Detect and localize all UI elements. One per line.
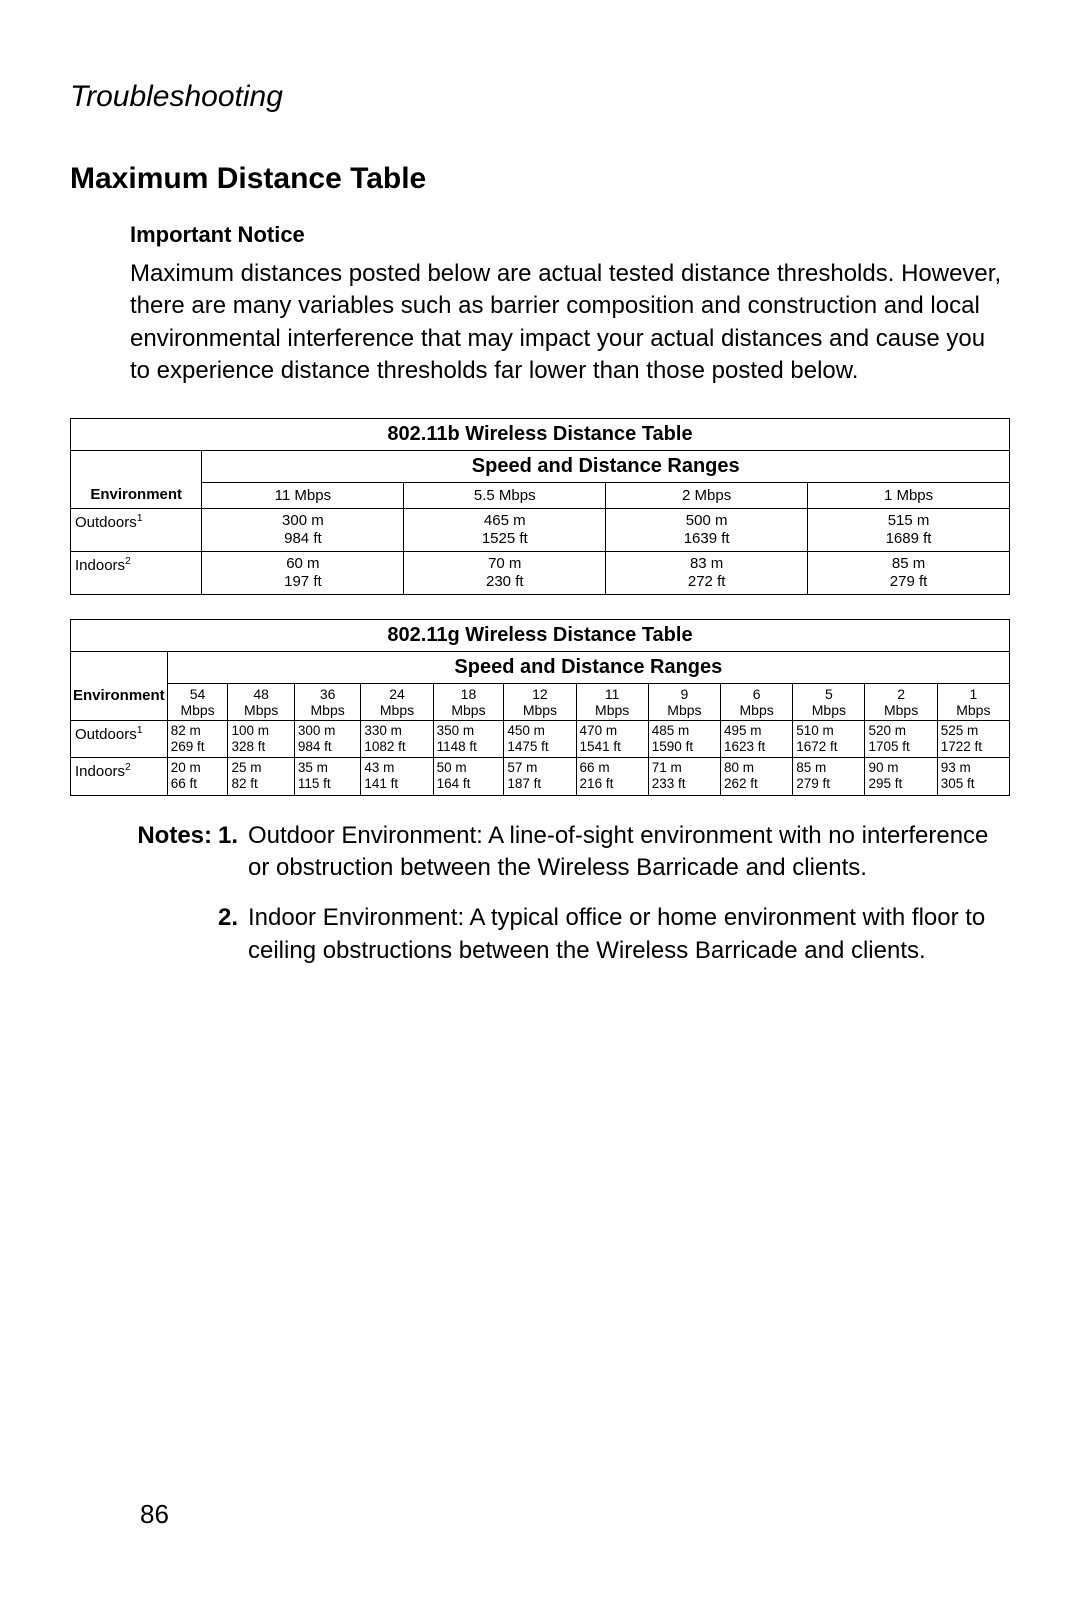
data-cell: 66 m216 ft <box>576 758 648 795</box>
notes-label: Notes: <box>70 820 218 885</box>
note-text: Outdoor Environment: A line-of-sight env… <box>248 820 1010 885</box>
note-number: 1. <box>218 820 248 885</box>
env-header: Environment <box>71 482 202 508</box>
env-cell: Outdoors1 <box>71 508 202 551</box>
table-b-title: 802.11b Wireless Distance Table <box>71 418 1010 450</box>
data-cell: 80 m262 ft <box>721 758 793 795</box>
speed-col: 2 Mbps <box>606 482 808 508</box>
table-row: Outdoors1300 m984 ft465 m1525 ft500 m163… <box>71 508 1010 551</box>
speed-col: 5.5 Mbps <box>404 482 606 508</box>
data-cell: 450 m1475 ft <box>504 720 576 757</box>
page-number: 86 <box>140 1499 169 1530</box>
data-cell: 43 m141 ft <box>361 758 433 795</box>
data-cell: 85 m279 ft <box>808 551 1010 594</box>
speed-col: 11 Mbps <box>202 482 404 508</box>
notice-title: Important Notice <box>130 222 1010 248</box>
speed-col: 12Mbps <box>504 683 576 720</box>
speed-col: 48Mbps <box>228 683 294 720</box>
table-80211b: 802.11b Wireless Distance Table Speed an… <box>70 418 1010 595</box>
data-cell: 500 m1639 ft <box>606 508 808 551</box>
env-cell: Outdoors1 <box>71 720 168 757</box>
speed-col: 1 Mbps <box>808 482 1010 508</box>
data-cell: 525 m1722 ft <box>937 720 1009 757</box>
data-cell: 20 m66 ft <box>167 758 228 795</box>
table-b-subtitle: Speed and Distance Ranges <box>202 450 1010 482</box>
data-cell: 495 m1623 ft <box>721 720 793 757</box>
speed-col: 11Mbps <box>576 683 648 720</box>
data-cell: 35 m115 ft <box>294 758 360 795</box>
data-cell: 515 m1689 ft <box>808 508 1010 551</box>
table-80211g: 802.11g Wireless Distance Table Speed an… <box>70 619 1010 796</box>
data-cell: 85 m279 ft <box>793 758 865 795</box>
data-cell: 510 m1672 ft <box>793 720 865 757</box>
speed-col: 24Mbps <box>361 683 433 720</box>
note-text: Indoor Environment: A typical office or … <box>248 902 1010 967</box>
table-row: Outdoors182 m269 ft100 m328 ft300 m984 f… <box>71 720 1010 757</box>
data-cell: 50 m164 ft <box>433 758 504 795</box>
page-title: Maximum Distance Table <box>70 162 1010 196</box>
data-cell: 25 m82 ft <box>228 758 294 795</box>
data-cell: 470 m1541 ft <box>576 720 648 757</box>
speed-col: 54Mbps <box>167 683 228 720</box>
notice-body: Maximum distances posted below are actua… <box>130 258 1010 388</box>
speed-col: 36Mbps <box>294 683 360 720</box>
env-cell: Indoors2 <box>71 758 168 795</box>
data-cell: 100 m328 ft <box>228 720 294 757</box>
note-number: 2. <box>218 902 248 967</box>
data-cell: 60 m197 ft <box>202 551 404 594</box>
table-row: Indoors220 m66 ft25 m82 ft35 m115 ft43 m… <box>71 758 1010 795</box>
data-cell: 70 m230 ft <box>404 551 606 594</box>
table-g-title: 802.11g Wireless Distance Table <box>71 619 1010 651</box>
data-cell: 57 m187 ft <box>504 758 576 795</box>
data-cell: 330 m1082 ft <box>361 720 433 757</box>
env-header: Environment <box>71 683 168 720</box>
data-cell: 93 m305 ft <box>937 758 1009 795</box>
table-g-subtitle: Speed and Distance Ranges <box>167 651 1009 683</box>
data-cell: 83 m272 ft <box>606 551 808 594</box>
data-cell: 465 m1525 ft <box>404 508 606 551</box>
important-notice: Important Notice Maximum distances poste… <box>130 222 1010 388</box>
data-cell: 90 m295 ft <box>865 758 937 795</box>
speed-col: 18Mbps <box>433 683 504 720</box>
data-cell: 71 m233 ft <box>648 758 720 795</box>
data-cell: 82 m269 ft <box>167 720 228 757</box>
section-header: Troubleshooting <box>70 80 1010 114</box>
data-cell: 520 m1705 ft <box>865 720 937 757</box>
data-cell: 300 m984 ft <box>294 720 360 757</box>
speed-col: 1Mbps <box>937 683 1009 720</box>
data-cell: 350 m1148 ft <box>433 720 504 757</box>
speed-col: 2Mbps <box>865 683 937 720</box>
table-row: Indoors260 m197 ft70 m230 ft83 m272 ft85… <box>71 551 1010 594</box>
notes-block: Notes: 1. Outdoor Environment: A line-of… <box>70 820 1010 968</box>
speed-col: 5Mbps <box>793 683 865 720</box>
data-cell: 300 m984 ft <box>202 508 404 551</box>
data-cell: 485 m1590 ft <box>648 720 720 757</box>
env-cell: Indoors2 <box>71 551 202 594</box>
speed-col: 6Mbps <box>721 683 793 720</box>
speed-col: 9Mbps <box>648 683 720 720</box>
